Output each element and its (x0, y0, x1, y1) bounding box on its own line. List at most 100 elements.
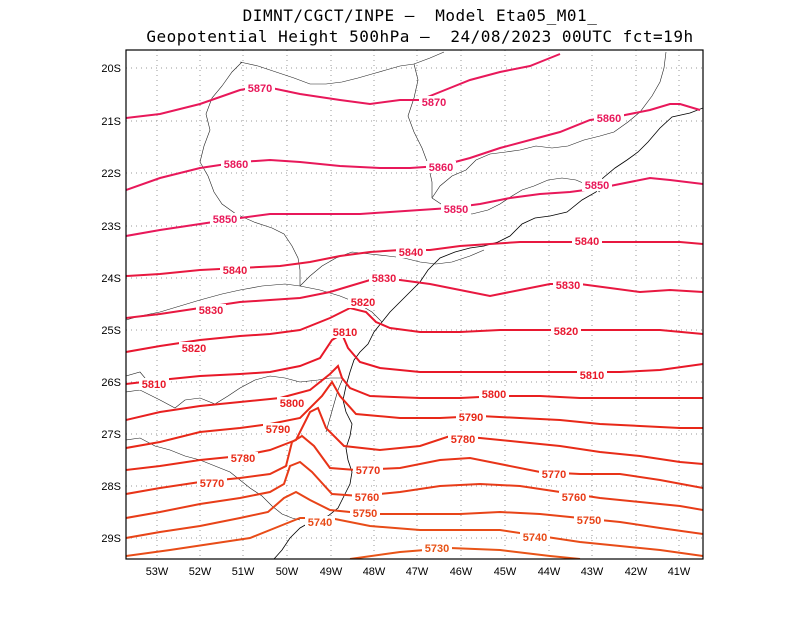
map-title-line-2: Geopotential Height 500hPa – 24/08/2023 … (146, 27, 694, 46)
contour-label-background (441, 203, 471, 215)
contour-label: 5840 (223, 265, 247, 277)
contour-label: 5840 (399, 247, 423, 259)
contour-label-background (577, 369, 607, 381)
contour-label-background (520, 531, 550, 543)
contour-label-background (352, 491, 382, 503)
contour-label: 5820 (554, 326, 578, 338)
contour-label-background (210, 213, 240, 225)
contour-label: 5730 (425, 543, 449, 555)
contour-label-background (220, 264, 250, 276)
contour-label: 5800 (280, 398, 304, 410)
lon-tick-label: 44W (538, 566, 561, 578)
contour-label-background (353, 464, 383, 476)
contour-label-background (422, 542, 452, 554)
contour-5800 (126, 364, 703, 421)
lon-tick-label: 48W (363, 566, 386, 578)
contour-label-background (263, 423, 293, 435)
contour-label: 5810 (580, 370, 604, 382)
contour-label-background (197, 477, 227, 489)
map-title-line-1: DIMNT/CGCT/INPE – Model Eta05_M01_ (242, 6, 598, 25)
contour-label: 5760 (562, 492, 586, 504)
lat-tick-label: 27S (101, 429, 121, 441)
contour-label-background (196, 304, 226, 316)
contour-label: 5830 (199, 305, 223, 317)
contour-label-background (559, 491, 589, 503)
contour-label: 5810 (333, 327, 357, 339)
contour-5770 (126, 434, 703, 495)
contour-label-background (553, 279, 583, 291)
contour-5870 (126, 53, 561, 119)
contour-label: 5860 (224, 159, 248, 171)
lat-tick-label: 20S (101, 63, 121, 75)
contour-label-background (448, 433, 478, 445)
lon-tick-label: 42W (625, 566, 648, 578)
contour-label: 5790 (266, 424, 290, 436)
contour-label-background (572, 235, 602, 247)
contour-label: 5740 (308, 517, 332, 529)
contour-label: 5750 (577, 515, 601, 527)
contour-label: 5760 (355, 492, 379, 504)
contour-label: 5870 (422, 97, 446, 109)
contour-label: 5770 (542, 469, 566, 481)
contour-label-background (594, 112, 624, 124)
contour-label-background (574, 514, 604, 526)
contour-label: 5790 (459, 412, 483, 424)
contour-5760 (126, 460, 703, 519)
contour-5740 (126, 517, 703, 557)
coastline (273, 107, 703, 559)
lat-tick-label: 28S (101, 481, 121, 493)
contour-label: 5850 (213, 214, 237, 226)
contour-label-background (179, 342, 209, 354)
contour-label: 5870 (248, 83, 272, 95)
contour-5850 (126, 176, 703, 237)
map-frame (125, 49, 704, 560)
contour-label-background (456, 411, 486, 423)
latitude-axis: 20S 21S 22S 23S 24S 25S 26S 27S 28S 29S (101, 63, 121, 545)
lon-tick-label: 51W (232, 566, 255, 578)
contour-label: 5770 (356, 465, 380, 477)
lon-tick-label: 45W (494, 566, 517, 578)
contour-label: 5820 (351, 297, 375, 309)
lat-tick-label: 25S (101, 325, 121, 337)
contour-label: 5830 (372, 273, 396, 285)
contour-label: 5800 (482, 389, 506, 401)
contour-label: 5840 (575, 236, 599, 248)
contour-label-background (330, 326, 360, 338)
contour-label: 5830 (556, 280, 580, 292)
lat-tick-label: 23S (101, 221, 121, 233)
contour-labels: 5870 5870 5860 5860 5860 5850 5850 5850 5840 5840… (139, 82, 624, 555)
lon-tick-label: 53W (146, 566, 169, 578)
contour-label-background (305, 516, 335, 528)
contour-label: 5850 (585, 180, 609, 192)
longitude-axis: 53W 52W 51W 50W 49W 48W 47W 46W 45W 44W … (146, 566, 691, 578)
lon-tick-label: 50W (276, 566, 299, 578)
contour-label: 5750 (353, 508, 377, 520)
contour-label-background (479, 388, 509, 400)
lon-tick-label: 49W (320, 566, 343, 578)
contour-label-background (228, 452, 258, 464)
lat-tick-label: 24S (101, 273, 121, 285)
contour-5810 (126, 332, 703, 385)
contour-label-background (221, 158, 251, 170)
contour-label: 5740 (523, 532, 547, 544)
contour-label: 5860 (597, 113, 621, 125)
contour-label-background (277, 397, 307, 409)
contour-label-background (551, 325, 581, 337)
contour-label: 5780 (451, 434, 475, 446)
contour-5730 (349, 546, 581, 559)
contour-label-background (419, 96, 449, 108)
contour-label: 5770 (200, 478, 224, 490)
contour-label-background (245, 82, 275, 94)
lon-tick-label: 41W (668, 566, 691, 578)
contour-label-background (348, 296, 378, 308)
contour-5830 (126, 279, 703, 319)
lat-tick-label: 26S (101, 377, 121, 389)
contour-label-background (539, 468, 569, 480)
contour-label: 5850 (444, 204, 468, 216)
contour-5790 (126, 380, 703, 449)
lon-tick-label: 43W (581, 566, 604, 578)
lat-tick-label: 21S (101, 116, 121, 128)
contour-label-background (426, 161, 456, 173)
contour-label: 5780 (231, 453, 255, 465)
